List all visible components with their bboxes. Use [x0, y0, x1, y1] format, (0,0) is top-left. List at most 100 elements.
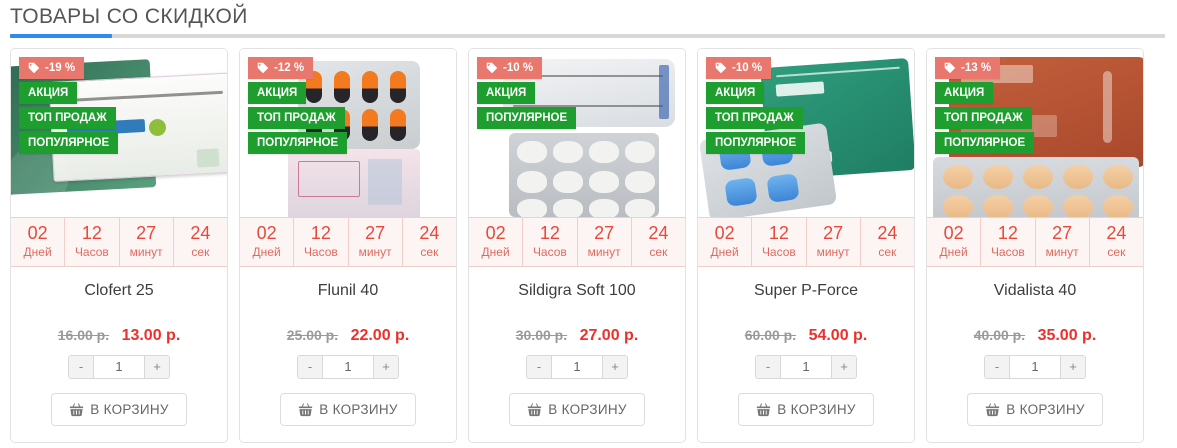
quantity-decrease-button[interactable]: -	[297, 355, 322, 379]
badge-label: ПОПУЛЯРНОЕ	[486, 112, 568, 124]
badge-discount[interactable]: -10 %	[706, 57, 772, 79]
countdown-cell: 24 сек	[632, 218, 685, 266]
product-image[interactable]: -10 % АКЦИЯ ТОП ПРОДАЖ ПОПУЛЯРНОЕ	[698, 49, 914, 217]
badge-label: ПОПУЛЯРНОЕ	[257, 137, 339, 149]
countdown-value: 27	[594, 223, 615, 243]
quantity-input[interactable]: 1	[93, 355, 145, 379]
title-underline-accent	[10, 34, 112, 38]
quantity-stepper[interactable]: - 1 +	[755, 355, 857, 379]
product-card[interactable]: -12 % АКЦИЯ ТОП ПРОДАЖ ПОПУЛЯРНОЕ 02 Дней …	[239, 48, 457, 443]
quantity-increase-button[interactable]: +	[1061, 355, 1086, 379]
badge-label: АКЦИЯ	[28, 87, 69, 99]
quantity-decrease-button[interactable]: -	[68, 355, 93, 379]
badge-popular[interactable]: АКЦИЯ	[477, 82, 536, 104]
product-image[interactable]: -10 % АКЦИЯ ПОПУЛЯРНОЕ	[469, 49, 685, 217]
quantity-input[interactable]: 1	[551, 355, 603, 379]
product-name[interactable]: Sildigra Soft 100	[518, 282, 636, 299]
badge-label: ТОП ПРОДАЖ	[944, 112, 1023, 124]
countdown-cell: 27 минут	[120, 218, 174, 266]
countdown-cell: 27 минут	[578, 218, 632, 266]
price-block: 16.00 р. 13.00 р.	[21, 325, 217, 346]
quantity-decrease-button[interactable]: -	[526, 355, 551, 379]
price-block: 60.00 р. 54.00 р.	[708, 325, 904, 346]
add-to-cart-button[interactable]: В КОРЗИНУ	[967, 393, 1103, 426]
quantity-stepper[interactable]: - 1 +	[984, 355, 1086, 379]
badge-discount[interactable]: -19 %	[19, 57, 85, 79]
countdown-cell: 02 Дней	[469, 218, 524, 266]
countdown-value: 24	[1106, 223, 1127, 243]
countdown-unit: сек	[420, 245, 439, 259]
badge-popular[interactable]: ПОПУЛЯРНОЕ	[706, 132, 806, 154]
quantity-input[interactable]: 1	[780, 355, 832, 379]
add-to-cart-button[interactable]: В КОРЗИНУ	[280, 393, 416, 426]
countdown-cell: 12 Часов	[981, 218, 1036, 266]
badge-popular[interactable]: ПОПУЛЯРНОЕ	[19, 132, 119, 154]
product-name[interactable]: Vidalista 40	[993, 282, 1077, 299]
quantity-stepper[interactable]: - 1 +	[526, 355, 628, 379]
page-title: ТОВАРЫ СО СКИДКОЙ	[10, 5, 248, 28]
quantity-input[interactable]: 1	[322, 355, 374, 379]
badge-popular[interactable]: ПОПУЛЯРНОЕ	[248, 132, 348, 154]
add-to-cart-button[interactable]: В КОРЗИНУ	[51, 393, 187, 426]
product-card[interactable]: -13 % АКЦИЯ ТОП ПРОДАЖ ПОПУЛЯРНОЕ 02 Дней …	[926, 48, 1144, 443]
badge-popular[interactable]: ТОП ПРОДАЖ	[248, 107, 345, 129]
badge-popular[interactable]: ПОПУЛЯРНОЕ	[477, 107, 577, 129]
badge-discount[interactable]: -12 %	[248, 57, 314, 79]
product-image[interactable]: -19 % АКЦИЯ ТОП ПРОДАЖ ПОПУЛЯРНОЕ	[11, 49, 227, 217]
product-name[interactable]: Flunil 40	[317, 282, 379, 299]
countdown-cell: 02 Дней	[927, 218, 982, 266]
badge-popular[interactable]: АКЦИЯ	[935, 82, 994, 104]
quantity-increase-button[interactable]: +	[145, 355, 170, 379]
product-card[interactable]: -19 % АКЦИЯ ТОП ПРОДАЖ ПОПУЛЯРНОЕ 02 Дней …	[10, 48, 228, 443]
quantity-decrease-button[interactable]: -	[755, 355, 780, 379]
quantity-stepper[interactable]: - 1 +	[68, 355, 170, 379]
badge-popular[interactable]: ТОП ПРОДАЖ	[19, 107, 116, 129]
tag-icon	[715, 62, 727, 74]
quantity-stepper[interactable]: - 1 +	[297, 355, 399, 379]
countdown-value: 27	[136, 223, 157, 243]
countdown-timer: 02 Дней 12 Часов 27 минут 24 сек	[698, 217, 914, 267]
add-to-cart-label: В КОРЗИНУ	[548, 402, 627, 417]
quantity-increase-button[interactable]: +	[374, 355, 399, 379]
badge-discount[interactable]: -13 %	[935, 57, 1001, 79]
countdown-value: 12	[81, 223, 102, 243]
badge-list: -10 % АКЦИЯ ТОП ПРОДАЖ ПОПУЛЯРНОЕ	[706, 57, 806, 154]
countdown-value: 27	[1052, 223, 1073, 243]
discount-label: -10 %	[732, 62, 763, 74]
old-price: 60.00 р.	[744, 327, 797, 343]
countdown-unit: Часов	[990, 245, 1025, 259]
quantity-increase-button[interactable]: +	[832, 355, 857, 379]
basket-icon	[985, 402, 1000, 416]
badge-popular[interactable]: ПОПУЛЯРНОЕ	[935, 132, 1035, 154]
countdown-cell: 24 сек	[861, 218, 914, 266]
countdown-unit: сек	[649, 245, 668, 259]
badge-label: АКЦИЯ	[486, 87, 527, 99]
add-to-cart-label: В КОРЗИНУ	[90, 402, 169, 417]
product-body: Flunil 40 25.00 р. 22.00 р. - 1 + В КОРЗ…	[240, 267, 456, 442]
countdown-value: 27	[823, 223, 844, 243]
badge-discount[interactable]: -10 %	[477, 57, 543, 79]
badge-popular[interactable]: АКЦИЯ	[248, 82, 307, 104]
badge-popular[interactable]: АКЦИЯ	[706, 82, 765, 104]
add-to-cart-label: В КОРЗИНУ	[1006, 402, 1085, 417]
countdown-unit: Часов	[74, 245, 109, 259]
product-image[interactable]: -12 % АКЦИЯ ТОП ПРОДАЖ ПОПУЛЯРНОЕ	[240, 49, 456, 217]
product-name[interactable]: Super P-Force	[753, 282, 859, 299]
quantity-increase-button[interactable]: +	[603, 355, 628, 379]
product-name[interactable]: Clofert 25	[84, 282, 154, 299]
badge-label: АКЦИЯ	[715, 87, 756, 99]
badge-popular[interactable]: АКЦИЯ	[19, 82, 78, 104]
product-card[interactable]: -10 % АКЦИЯ ПОПУЛЯРНОЕ 02 Дней 12 Часов 2…	[468, 48, 686, 443]
quantity-decrease-button[interactable]: -	[984, 355, 1009, 379]
add-to-cart-button[interactable]: В КОРЗИНУ	[509, 393, 645, 426]
product-body: Super P-Force 60.00 р. 54.00 р. - 1 + В …	[698, 267, 914, 442]
product-card[interactable]: -10 % АКЦИЯ ТОП ПРОДАЖ ПОПУЛЯРНОЕ 02 Дней …	[697, 48, 915, 443]
add-to-cart-button[interactable]: В КОРЗИНУ	[738, 393, 874, 426]
product-image[interactable]: -13 % АКЦИЯ ТОП ПРОДАЖ ПОПУЛЯРНОЕ	[927, 49, 1143, 217]
badge-popular[interactable]: ТОП ПРОДАЖ	[706, 107, 803, 129]
countdown-value: 02	[485, 223, 506, 243]
quantity-input[interactable]: 1	[1009, 355, 1061, 379]
badge-popular[interactable]: ТОП ПРОДАЖ	[935, 107, 1032, 129]
countdown-cell: 24 сек	[1090, 218, 1143, 266]
